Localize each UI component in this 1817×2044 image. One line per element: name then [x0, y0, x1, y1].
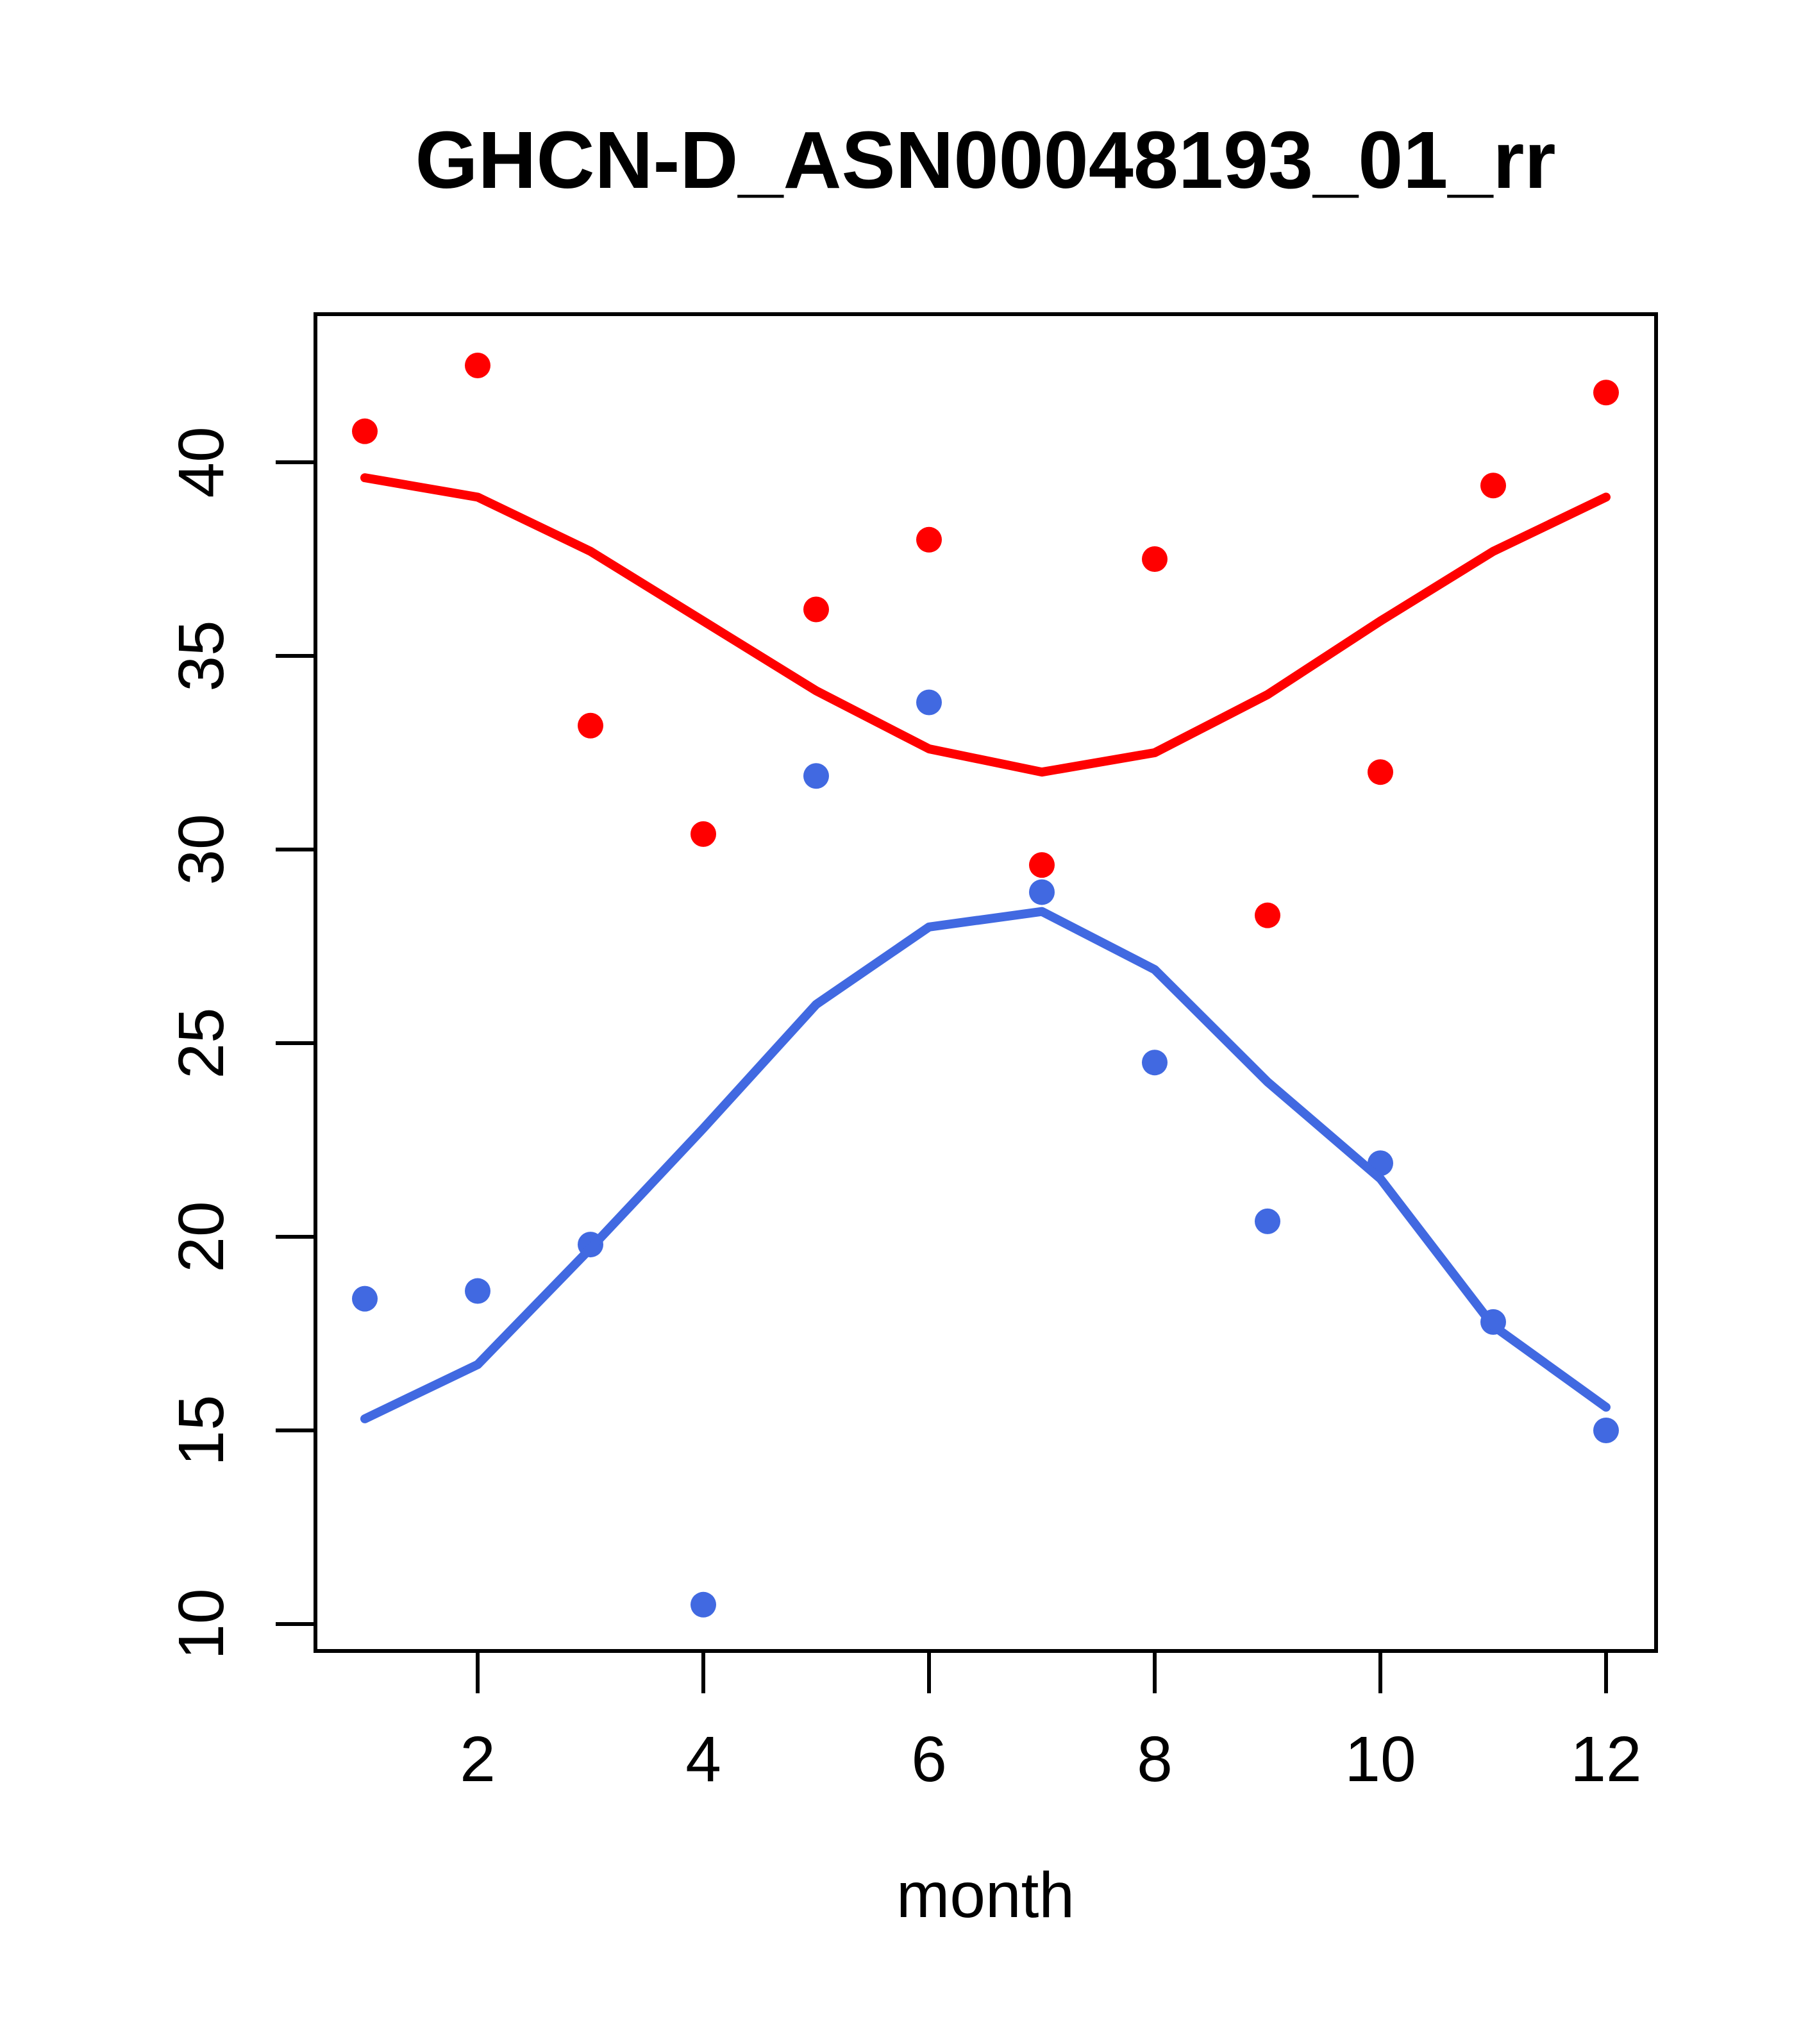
data-point-red-month-4 — [691, 821, 716, 847]
y-tick-label-35: 35 — [165, 620, 237, 691]
data-point-blue-month-7 — [1029, 879, 1055, 905]
data-point-blue-month-5 — [803, 763, 829, 789]
series-points-red — [352, 353, 1619, 928]
x-axis-label: month — [896, 1859, 1075, 1931]
data-point-red-month-10 — [1368, 759, 1393, 785]
data-point-blue-month-2 — [465, 1278, 490, 1304]
series-line-red — [360, 473, 1611, 777]
x-tick-label-10: 10 — [1344, 1723, 1416, 1795]
x-tick-label-12: 12 — [1570, 1723, 1641, 1795]
y-tick-marks — [276, 460, 315, 1626]
y-tick-label-25: 25 — [165, 1007, 237, 1078]
data-point-red-month-1 — [352, 418, 378, 444]
y-axis-tick-labels: 10 15 20 25 30 35 40 — [165, 426, 237, 1659]
data-point-red-month-3 — [578, 712, 603, 739]
series-line-blue — [360, 907, 1611, 1423]
y-axis-ticks — [276, 460, 315, 1626]
data-point-blue-month-9 — [1255, 1208, 1280, 1234]
data-point-red-month-12 — [1593, 380, 1619, 406]
x-tick-marks — [476, 1651, 1608, 1693]
data-point-blue-month-1 — [352, 1286, 378, 1312]
data-point-blue-month-6 — [916, 689, 942, 716]
data-point-blue-month-4 — [691, 1591, 716, 1618]
series-points-blue — [352, 689, 1619, 1618]
x-axis-tick-labels: 2 4 6 8 10 12 — [460, 1723, 1641, 1795]
data-point-red-month-2 — [465, 353, 490, 378]
plot-border-box — [314, 312, 1658, 1653]
data-point-red-month-9 — [1255, 902, 1280, 928]
x-tick-label-4: 4 — [685, 1723, 721, 1795]
data-point-blue-month-8 — [1142, 1050, 1168, 1076]
y-tick-label-20: 20 — [165, 1201, 237, 1272]
y-tick-label-30: 30 — [165, 814, 237, 885]
data-point-blue-month-12 — [1593, 1418, 1619, 1443]
x-axis-ticks — [476, 1651, 1608, 1693]
y-tick-label-10: 10 — [165, 1588, 237, 1659]
y-tick-label-15: 15 — [165, 1395, 237, 1466]
x-tick-label-8: 8 — [1137, 1723, 1173, 1795]
data-point-red-month-8 — [1142, 546, 1168, 572]
data-point-red-month-7 — [1029, 852, 1055, 878]
x-tick-label-6: 6 — [911, 1723, 947, 1795]
x-tick-label-2: 2 — [460, 1723, 496, 1795]
data-point-red-month-11 — [1480, 473, 1506, 499]
data-series-layer — [352, 353, 1619, 1618]
chart-title: GHCN-D_ASN00048193_01_rr — [415, 115, 1555, 205]
data-point-red-month-5 — [803, 596, 829, 623]
data-point-red-month-6 — [916, 526, 942, 553]
y-tick-label-40: 40 — [165, 426, 237, 498]
